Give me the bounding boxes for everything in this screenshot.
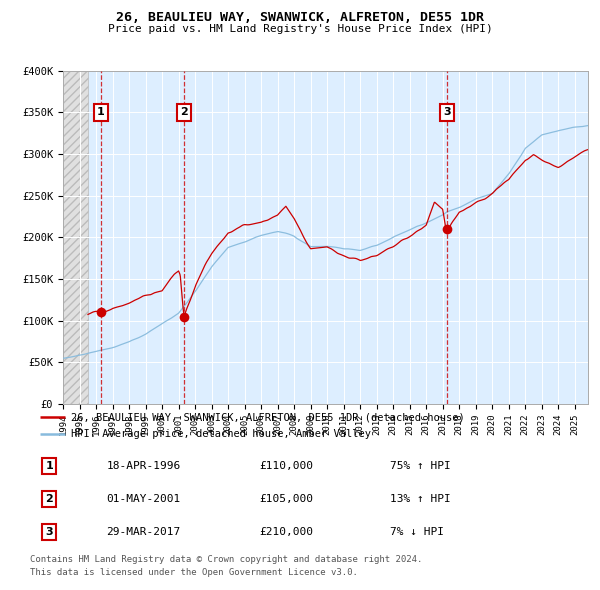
Text: HPI: Average price, detached house, Amber Valley: HPI: Average price, detached house, Ambe… — [71, 430, 371, 440]
Text: £210,000: £210,000 — [259, 527, 313, 537]
Text: 2: 2 — [180, 107, 188, 117]
Text: 3: 3 — [45, 527, 53, 537]
Text: 18-APR-1996: 18-APR-1996 — [106, 461, 181, 471]
Text: 26, BEAULIEU WAY, SWANWICK, ALFRETON, DE55 1DR (detached house): 26, BEAULIEU WAY, SWANWICK, ALFRETON, DE… — [71, 412, 465, 422]
Text: 7% ↓ HPI: 7% ↓ HPI — [391, 527, 445, 537]
Text: Price paid vs. HM Land Registry's House Price Index (HPI): Price paid vs. HM Land Registry's House … — [107, 24, 493, 34]
Text: 01-MAY-2001: 01-MAY-2001 — [106, 494, 181, 504]
Text: 2: 2 — [45, 494, 53, 504]
Text: 3: 3 — [443, 107, 451, 117]
Text: Contains HM Land Registry data © Crown copyright and database right 2024.: Contains HM Land Registry data © Crown c… — [30, 555, 422, 563]
Text: 1: 1 — [97, 107, 104, 117]
Text: 29-MAR-2017: 29-MAR-2017 — [106, 527, 181, 537]
Text: 1: 1 — [45, 461, 53, 471]
Text: £110,000: £110,000 — [259, 461, 313, 471]
Text: £105,000: £105,000 — [259, 494, 313, 504]
Text: This data is licensed under the Open Government Licence v3.0.: This data is licensed under the Open Gov… — [30, 568, 358, 576]
Text: 13% ↑ HPI: 13% ↑ HPI — [391, 494, 451, 504]
Text: 26, BEAULIEU WAY, SWANWICK, ALFRETON, DE55 1DR: 26, BEAULIEU WAY, SWANWICK, ALFRETON, DE… — [116, 11, 484, 24]
Text: 75% ↑ HPI: 75% ↑ HPI — [391, 461, 451, 471]
